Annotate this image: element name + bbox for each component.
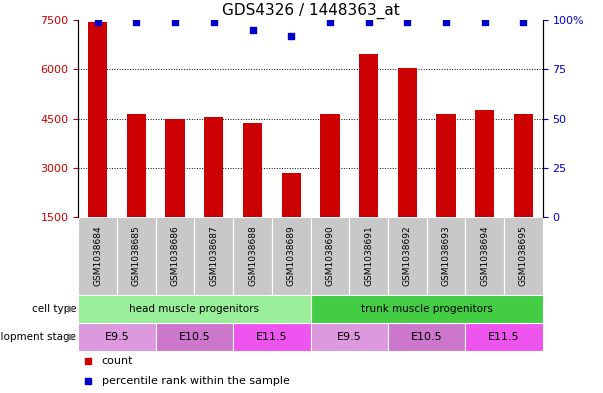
Text: GSM1038685: GSM1038685	[132, 226, 141, 286]
Point	[209, 19, 219, 25]
Text: head muscle progenitors: head muscle progenitors	[130, 304, 259, 314]
Text: GSM1038695: GSM1038695	[519, 226, 528, 286]
Point	[325, 19, 335, 25]
Point	[93, 19, 103, 25]
Bar	[388, 323, 466, 351]
Bar	[78, 295, 311, 323]
Bar	[359, 55, 378, 217]
Point	[131, 19, 141, 25]
Bar	[233, 323, 311, 351]
Text: E10.5: E10.5	[178, 332, 210, 342]
Text: GSM1038687: GSM1038687	[209, 226, 218, 286]
Text: GSM1038691: GSM1038691	[364, 226, 373, 286]
Bar	[437, 114, 456, 217]
Bar	[272, 217, 311, 295]
Text: GSM1038686: GSM1038686	[171, 226, 180, 286]
Text: E9.5: E9.5	[105, 332, 130, 342]
Text: GSM1038693: GSM1038693	[441, 226, 450, 286]
Text: E11.5: E11.5	[488, 332, 520, 342]
Text: GSM1038689: GSM1038689	[286, 226, 295, 286]
Point	[402, 19, 412, 25]
Text: cell type: cell type	[32, 304, 77, 314]
Point	[519, 19, 528, 25]
Point	[364, 19, 373, 25]
Bar	[475, 110, 494, 217]
Bar	[320, 114, 339, 217]
Point	[286, 33, 296, 39]
Bar	[397, 68, 417, 217]
Text: E11.5: E11.5	[256, 332, 288, 342]
Bar	[427, 217, 466, 295]
Bar	[156, 323, 233, 351]
Bar	[194, 217, 233, 295]
Text: GSM1038684: GSM1038684	[93, 226, 103, 286]
Bar	[233, 217, 272, 295]
Bar	[349, 217, 388, 295]
Bar	[156, 217, 194, 295]
Text: development stage: development stage	[0, 332, 77, 342]
Text: E10.5: E10.5	[411, 332, 443, 342]
Point	[170, 19, 180, 25]
Bar	[204, 117, 224, 217]
Text: GSM1038690: GSM1038690	[326, 226, 335, 286]
Text: GSM1038688: GSM1038688	[248, 226, 257, 286]
Bar	[78, 217, 117, 295]
Bar	[88, 22, 107, 217]
Bar	[117, 217, 156, 295]
Text: GSM1038692: GSM1038692	[403, 226, 412, 286]
Bar	[388, 217, 427, 295]
Point	[248, 27, 257, 33]
Text: count: count	[101, 356, 133, 366]
Bar	[282, 173, 301, 217]
Text: trunk muscle progenitors: trunk muscle progenitors	[361, 304, 493, 314]
Bar	[165, 119, 185, 217]
Bar	[243, 123, 262, 217]
Bar	[466, 323, 543, 351]
Bar	[504, 217, 543, 295]
Text: E9.5: E9.5	[337, 332, 362, 342]
Bar	[466, 217, 504, 295]
Bar	[78, 323, 156, 351]
Bar	[311, 217, 349, 295]
Text: GSM1038694: GSM1038694	[480, 226, 489, 286]
Bar	[127, 114, 146, 217]
Text: percentile rank within the sample: percentile rank within the sample	[101, 376, 289, 386]
Title: GDS4326 / 1448363_at: GDS4326 / 1448363_at	[222, 2, 399, 18]
Point	[480, 19, 490, 25]
Bar	[311, 295, 543, 323]
Bar	[514, 114, 533, 217]
Point	[441, 19, 451, 25]
Bar	[311, 323, 388, 351]
